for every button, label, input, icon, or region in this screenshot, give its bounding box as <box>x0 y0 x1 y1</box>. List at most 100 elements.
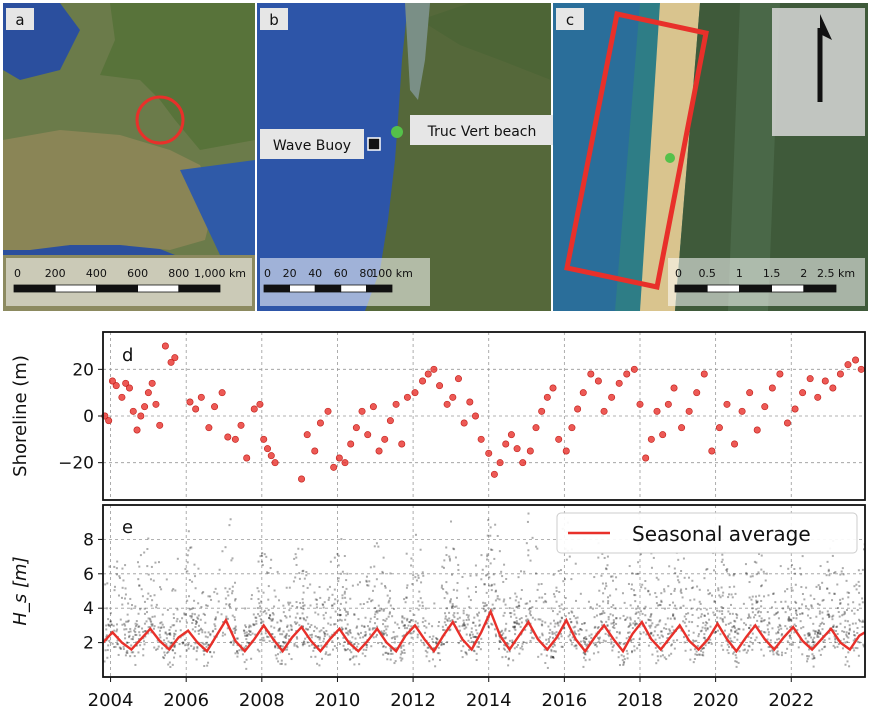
raw-observation <box>780 634 783 637</box>
raw-observation <box>628 635 631 638</box>
raw-observation <box>649 615 652 618</box>
raw-observation <box>815 615 818 618</box>
raw-observation <box>754 639 757 642</box>
raw-observation <box>485 565 488 568</box>
raw-observation <box>701 647 704 650</box>
raw-observation <box>392 631 395 634</box>
raw-observation <box>252 623 255 626</box>
raw-observation <box>285 616 288 619</box>
raw-observation <box>105 634 108 637</box>
raw-observation <box>748 596 751 599</box>
raw-observation <box>234 629 237 632</box>
raw-observation <box>245 631 248 634</box>
raw-observation <box>302 585 305 588</box>
raw-observation <box>353 663 356 666</box>
raw-observation <box>834 638 837 641</box>
raw-observation <box>766 628 769 631</box>
raw-observation <box>626 616 629 619</box>
raw-observation <box>384 625 387 628</box>
raw-observation <box>116 560 119 563</box>
raw-observation <box>294 576 297 579</box>
raw-observation <box>655 624 658 627</box>
raw-observation <box>502 600 505 603</box>
raw-observation <box>371 628 374 631</box>
raw-observation <box>498 640 501 643</box>
raw-observation <box>260 621 263 624</box>
scale-tick-label: 1,000 km <box>194 267 246 280</box>
raw-observation <box>270 633 273 636</box>
raw-observation <box>235 628 238 631</box>
raw-observation <box>503 644 506 647</box>
raw-observation <box>518 605 521 608</box>
raw-observation <box>613 621 616 624</box>
raw-observation <box>660 630 663 633</box>
raw-observation <box>845 579 848 582</box>
y-tick-label: 20 <box>72 360 94 380</box>
raw-observation <box>526 618 529 621</box>
raw-observation <box>238 649 241 652</box>
raw-observation <box>315 627 318 630</box>
raw-observation <box>703 614 706 617</box>
raw-observation <box>776 653 779 656</box>
raw-observation <box>559 621 562 624</box>
raw-observation <box>828 574 831 577</box>
raw-observation <box>703 647 706 650</box>
raw-observation <box>502 614 505 617</box>
raw-observation <box>193 646 196 649</box>
raw-observation <box>808 634 811 637</box>
raw-observation <box>762 631 765 634</box>
raw-observation <box>583 637 586 640</box>
raw-observation <box>158 633 161 636</box>
raw-observation <box>339 643 342 646</box>
raw-observation <box>151 623 154 626</box>
raw-observation <box>226 627 229 630</box>
panel-label-b: b <box>269 11 279 29</box>
raw-observation <box>109 620 112 623</box>
raw-observation <box>475 635 478 638</box>
raw-observation <box>498 647 501 650</box>
raw-observation <box>356 632 359 635</box>
raw-observation <box>751 607 754 610</box>
raw-observation <box>255 622 258 625</box>
raw-observation <box>417 574 420 577</box>
raw-observation <box>153 594 156 597</box>
raw-observation <box>340 626 343 629</box>
raw-observation <box>106 582 109 585</box>
raw-observation <box>331 593 334 596</box>
raw-observation <box>263 639 266 642</box>
raw-observation <box>157 626 160 629</box>
raw-observation <box>691 579 694 582</box>
raw-observation <box>444 623 447 626</box>
raw-observation <box>557 570 560 573</box>
raw-observation <box>134 622 137 625</box>
land-forest <box>420 3 551 80</box>
raw-observation <box>618 631 621 634</box>
raw-observation <box>560 603 563 606</box>
raw-observation <box>333 602 336 605</box>
raw-observation <box>582 665 585 668</box>
raw-observation <box>759 620 762 623</box>
raw-observation <box>663 627 666 630</box>
raw-observation <box>799 640 802 643</box>
raw-observation <box>848 624 851 627</box>
shoreline-point <box>630 365 638 373</box>
raw-observation <box>368 627 371 630</box>
raw-observation <box>652 556 655 559</box>
raw-observation <box>159 586 162 589</box>
raw-observation <box>696 653 699 656</box>
raw-observation <box>633 594 636 597</box>
raw-observation <box>258 602 261 605</box>
raw-observation <box>602 610 605 613</box>
raw-observation <box>601 612 604 615</box>
raw-observation <box>817 632 820 635</box>
raw-observation <box>442 642 445 645</box>
raw-observation <box>225 615 228 618</box>
raw-observation <box>228 587 231 590</box>
raw-observation <box>624 619 627 622</box>
raw-observation <box>551 632 554 635</box>
raw-observation <box>149 619 152 622</box>
raw-observation <box>699 602 702 605</box>
raw-observation <box>655 595 658 598</box>
raw-observation <box>472 649 475 652</box>
raw-observation <box>389 572 392 575</box>
